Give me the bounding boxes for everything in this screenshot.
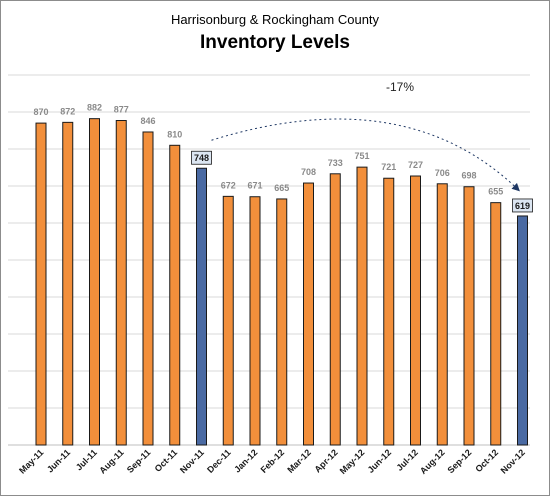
x-tick-label: Jan-12 xyxy=(232,447,259,474)
change-arrow xyxy=(211,118,520,192)
bar-may-12 xyxy=(356,166,368,446)
x-tick-label: Nov-11 xyxy=(178,447,206,475)
bar-apr-12 xyxy=(329,173,341,446)
bar-jul-12 xyxy=(410,175,421,446)
bar-dec-11 xyxy=(222,195,234,446)
value-labels: 870 872 882 877 846 810 748 672 671 665 708 733 751 7… xyxy=(33,103,533,213)
change-percent-label: -17% xyxy=(386,80,414,94)
change-annotation: -17% xyxy=(211,80,520,192)
bars xyxy=(35,118,528,446)
x-tick-label: Jun-12 xyxy=(366,447,394,475)
value-label: 846 xyxy=(140,116,155,126)
x-tick-label: Apr-12 xyxy=(312,447,339,474)
value-label: 655 xyxy=(488,187,503,197)
value-label: 751 xyxy=(354,151,369,161)
x-tick-label: May-11 xyxy=(17,447,45,475)
value-label: 708 xyxy=(301,167,316,177)
value-label: 872 xyxy=(60,106,75,116)
gridlines xyxy=(8,74,530,446)
chart-subtitle: Harrisonburg & Rockingham County xyxy=(170,12,380,27)
value-label: 665 xyxy=(274,183,289,193)
bar-may-11 xyxy=(35,122,47,446)
bar-nov-11 xyxy=(196,167,207,446)
value-label: 870 xyxy=(33,107,48,117)
bar-oct-12 xyxy=(490,202,502,446)
x-tick-label: Jul-11 xyxy=(74,447,99,472)
x-tick-label: Sep-12 xyxy=(445,447,473,475)
x-tick-label: Aug-12 xyxy=(418,447,447,476)
bar-jan-12 xyxy=(249,196,261,446)
value-label: 882 xyxy=(87,103,102,113)
x-tick-label: Jul-12 xyxy=(394,447,419,472)
bar-sep-11 xyxy=(142,131,154,446)
bar-aug-12 xyxy=(436,183,448,446)
value-label: 877 xyxy=(114,105,129,115)
x-tick-label: May-12 xyxy=(338,447,367,476)
bar-jul-11 xyxy=(89,118,100,446)
value-label: 619 xyxy=(515,201,530,211)
bar-feb-12 xyxy=(276,198,288,446)
bar-nov-12 xyxy=(517,215,528,446)
bar-jun-11 xyxy=(62,121,74,446)
chart-title: Inventory Levels xyxy=(200,32,350,53)
bar-jun-12 xyxy=(383,177,395,446)
bar-aug-11 xyxy=(115,120,127,446)
value-label: 733 xyxy=(328,158,343,168)
bar-oct-11 xyxy=(169,144,181,446)
value-label: 672 xyxy=(221,180,236,190)
value-label: 698 xyxy=(461,171,476,181)
x-tick-label: Aug-11 xyxy=(97,447,125,475)
x-tick-label: Mar-12 xyxy=(285,447,313,475)
value-label: 706 xyxy=(435,168,450,178)
x-tick-label: Dec-11 xyxy=(205,447,233,475)
bar-sep-12 xyxy=(463,186,475,446)
value-label: 671 xyxy=(247,181,262,191)
value-label: 721 xyxy=(381,162,396,172)
value-label: 810 xyxy=(167,129,182,139)
x-tick-label: Sep-11 xyxy=(125,447,153,475)
x-tick-label: Oct-12 xyxy=(473,447,500,474)
value-label: 727 xyxy=(408,160,423,170)
x-tick-label: Jun-11 xyxy=(45,447,72,474)
bar-mar-12 xyxy=(303,182,314,446)
x-tick-label: Nov-12 xyxy=(499,447,527,475)
x-tick-label: Feb-12 xyxy=(259,447,287,475)
value-label: 748 xyxy=(194,153,209,163)
value-label-box xyxy=(191,150,212,165)
x-tick-label: Oct-11 xyxy=(153,447,180,474)
value-label-box xyxy=(512,198,533,213)
